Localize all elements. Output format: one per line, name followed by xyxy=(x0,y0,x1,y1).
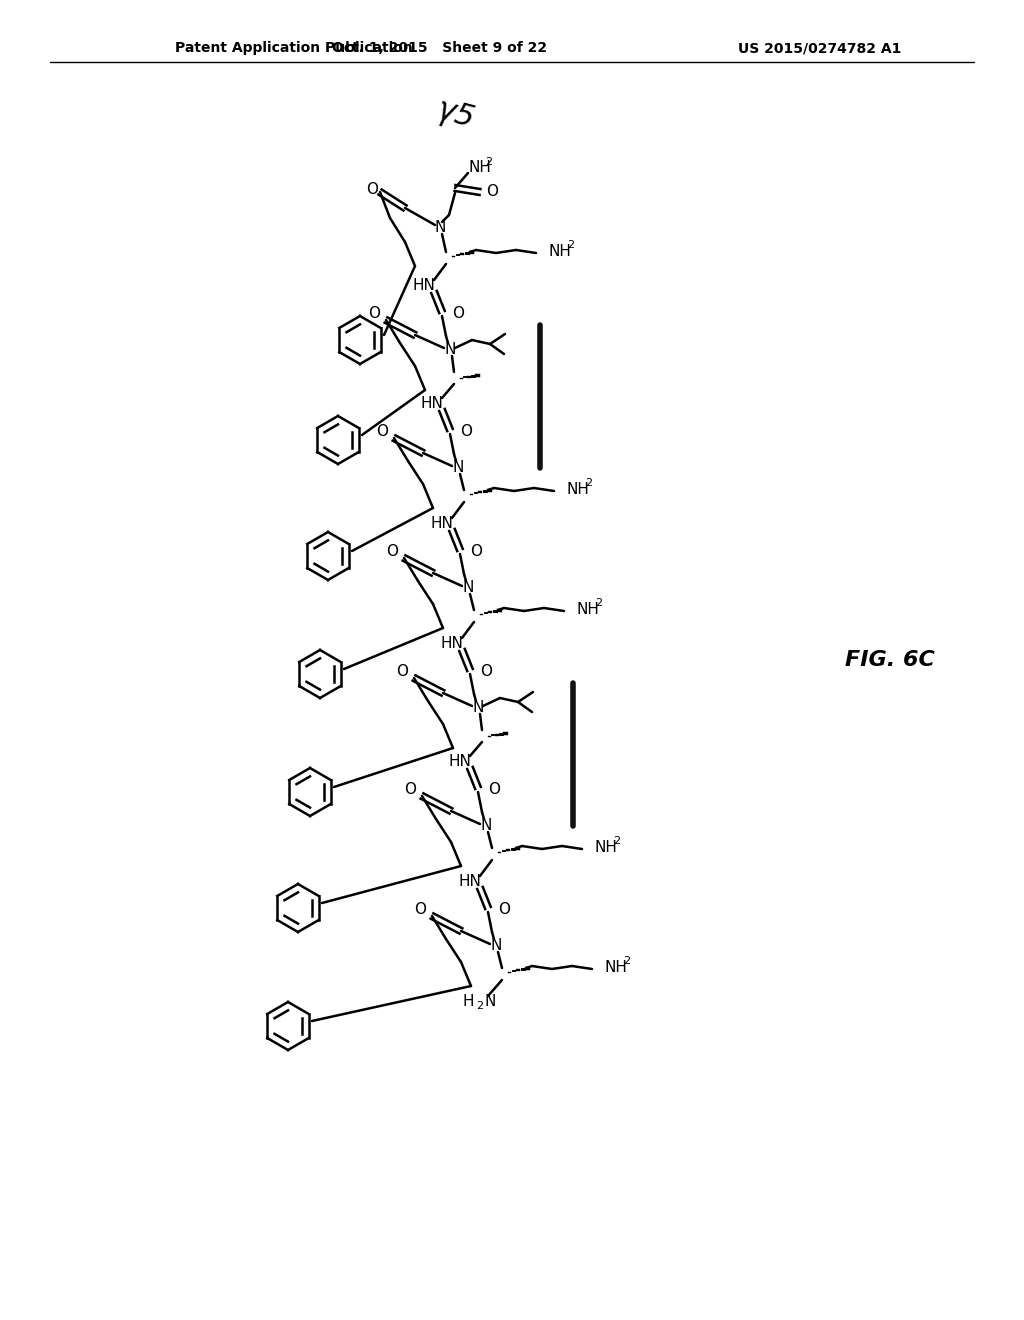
Text: N: N xyxy=(453,461,464,475)
Text: Oct. 1, 2015   Sheet 9 of 22: Oct. 1, 2015 Sheet 9 of 22 xyxy=(333,41,548,55)
Text: HN: HN xyxy=(430,516,454,532)
Text: O: O xyxy=(488,783,500,797)
Text: NH: NH xyxy=(594,840,616,854)
Text: 2: 2 xyxy=(567,240,574,249)
Text: O: O xyxy=(366,182,378,198)
Text: NH: NH xyxy=(604,960,627,974)
Text: 2: 2 xyxy=(595,598,602,609)
Text: O: O xyxy=(386,544,398,560)
Text: FIG. 6C: FIG. 6C xyxy=(845,649,935,671)
Text: O: O xyxy=(452,306,464,322)
Text: 2: 2 xyxy=(485,157,493,168)
Text: US 2015/0274782 A1: US 2015/0274782 A1 xyxy=(738,41,902,55)
Text: N: N xyxy=(444,342,456,358)
Text: N: N xyxy=(490,939,502,953)
Text: 2: 2 xyxy=(476,1001,483,1011)
Text: O: O xyxy=(460,425,472,440)
Text: H: H xyxy=(463,994,474,1010)
Text: 2: 2 xyxy=(624,956,631,966)
Text: O: O xyxy=(480,664,492,680)
Text: NH: NH xyxy=(575,602,599,616)
Text: O: O xyxy=(498,903,510,917)
Text: N: N xyxy=(484,994,496,1010)
Text: HN: HN xyxy=(413,279,435,293)
Text: O: O xyxy=(376,425,388,440)
Text: O: O xyxy=(414,903,426,917)
Text: $\gamma$5: $\gamma$5 xyxy=(432,94,477,136)
Text: O: O xyxy=(486,185,498,199)
Text: N: N xyxy=(434,220,445,235)
Text: O: O xyxy=(368,306,380,322)
Text: 2: 2 xyxy=(586,478,593,488)
Text: O: O xyxy=(470,544,482,560)
Text: HN: HN xyxy=(421,396,443,412)
Text: N: N xyxy=(472,701,483,715)
Text: Patent Application Publication: Patent Application Publication xyxy=(175,41,413,55)
Text: NH: NH xyxy=(548,243,570,259)
Text: N: N xyxy=(480,818,492,833)
Text: HN: HN xyxy=(449,755,471,770)
Text: HN: HN xyxy=(459,874,481,890)
Text: 2: 2 xyxy=(613,836,621,846)
Text: NH: NH xyxy=(468,161,490,176)
Text: N: N xyxy=(462,581,474,595)
Text: O: O xyxy=(404,783,416,797)
Text: O: O xyxy=(396,664,408,680)
Text: HN: HN xyxy=(440,636,464,652)
Text: NH: NH xyxy=(566,482,589,496)
